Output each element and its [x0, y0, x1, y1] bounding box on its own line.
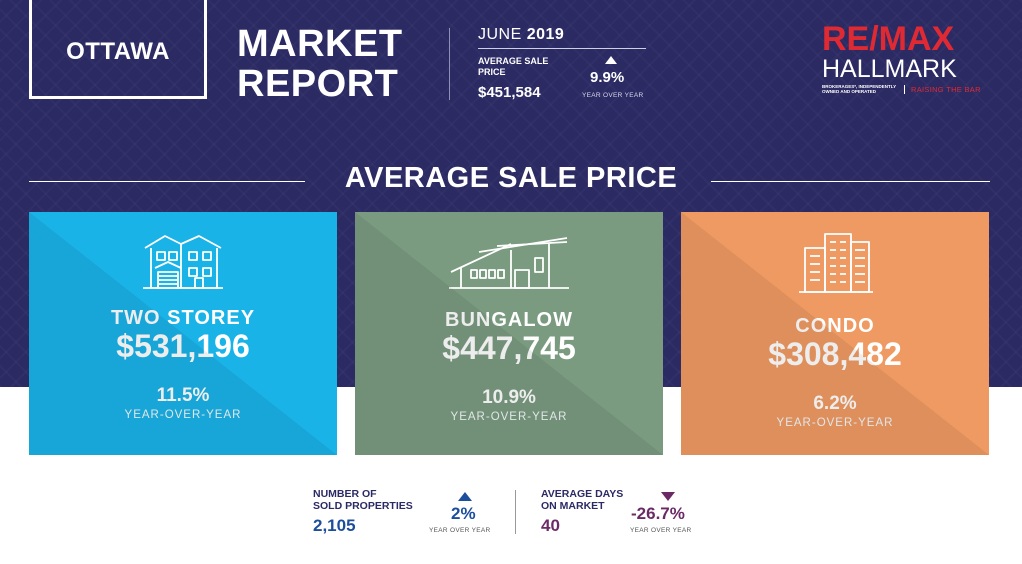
card-type-label: BUNGALOW [445, 309, 573, 331]
sold-properties-change: 2% [451, 504, 476, 523]
report-year: 2019 [526, 26, 565, 43]
report-month: JUNE [478, 26, 522, 43]
logo-tagline: RAISING THE BAR [911, 84, 981, 94]
up-arrow-icon [458, 492, 472, 501]
card-change: 6.2% [813, 393, 857, 414]
header-avg-label: AVERAGE SALE PRICE [478, 56, 578, 78]
bungalow-icon [449, 237, 569, 289]
card-bungalow: BUNGALOW $447,745 10.9% YEAR-OVER-YEAR [355, 212, 663, 455]
header-avg-change-caption: YEAR OVER YEAR [582, 92, 644, 99]
section-rule-left [29, 181, 305, 182]
card-change-caption: YEAR-OVER-YEAR [776, 417, 894, 429]
logo-fineprint: BROKERAGES*, INDEPENDENTLY OWNED AND OPE… [822, 84, 897, 94]
card-change: 10.9% [482, 387, 536, 408]
card-price: $308,482 [768, 336, 902, 372]
sold-properties-caption: YEAR OVER YEAR [429, 527, 491, 534]
card-condo: CONDO $308,482 6.2% YEAR-OVER-YEAR [681, 212, 989, 455]
card-change-caption: YEAR-OVER-YEAR [124, 409, 242, 421]
days-on-market-caption: YEAR OVER YEAR [630, 527, 692, 534]
condo-building-icon [799, 233, 873, 293]
days-on-market-change: -26.7% [631, 504, 685, 523]
card-price: $447,745 [442, 330, 576, 366]
title-line-1: MARKET [237, 23, 403, 65]
card-change: 11.5% [156, 385, 210, 406]
card-two-storey: TWO STOREY $531,196 11.5% YEAR-OVER-YEAR [29, 212, 337, 455]
days-on-market-value: 40 [541, 516, 560, 535]
up-arrow-icon [605, 56, 617, 64]
logo-separator [904, 84, 905, 94]
card-price: $531,196 [116, 328, 250, 364]
report-title: MARKET REPORT [237, 24, 403, 104]
logo-brand: RE/MAX [822, 20, 955, 58]
remax-hallmark-logo: RE/MAX HALLMARK BROKERAGES*, INDEPENDENT… [822, 22, 990, 94]
footer-divider [515, 490, 516, 534]
section-rule-right [711, 181, 990, 182]
sold-label-line-2: SOLD PROPERTIES [313, 500, 413, 512]
logo-office: HALLMARK [822, 55, 957, 83]
header-divider [449, 28, 450, 100]
header-stat-rule [478, 48, 646, 49]
header-average-price: JUNE 2019 AVERAGE SALE PRICE $451,584 9.… [478, 26, 646, 101]
header-avg-label-line-2: PRICE [478, 67, 506, 77]
logo-footer: BROKERAGES*, INDEPENDENTLY OWNED AND OPE… [822, 84, 990, 94]
report-date: JUNE 2019 [478, 26, 646, 44]
days-label-line-2: ON MARKET [541, 500, 605, 512]
sold-properties-value: 2,105 [313, 516, 356, 535]
card-type-label: CONDO [795, 315, 875, 337]
sold-label-line-1: NUMBER OF [313, 488, 377, 500]
header-avg-value: $451,584 [478, 84, 541, 101]
days-on-market-stat: AVERAGE DAYS ON MARKET 40 -26.7% YEAR OV… [541, 488, 711, 538]
sold-properties-label: NUMBER OF SOLD PROPERTIES [313, 488, 413, 512]
section-title: AVERAGE SALE PRICE [344, 162, 678, 194]
sold-properties-stat: NUMBER OF SOLD PROPERTIES 2,105 2% YEAR … [313, 488, 503, 538]
header-avg-change: 9.9% [590, 69, 625, 86]
card-type-label: TWO STOREY [110, 307, 256, 329]
header-avg-label-line-1: AVERAGE SALE [478, 56, 549, 66]
city-label: OTTAWA [66, 37, 170, 65]
down-arrow-icon [661, 492, 675, 501]
city-label-box: OTTAWA [29, 0, 207, 99]
title-line-2: REPORT [237, 63, 399, 105]
days-label-line-1: AVERAGE DAYS [541, 488, 624, 500]
house-two-storey-icon [143, 235, 223, 289]
card-change-caption: YEAR-OVER-YEAR [450, 411, 568, 423]
days-on-market-label: AVERAGE DAYS ON MARKET [541, 488, 623, 512]
